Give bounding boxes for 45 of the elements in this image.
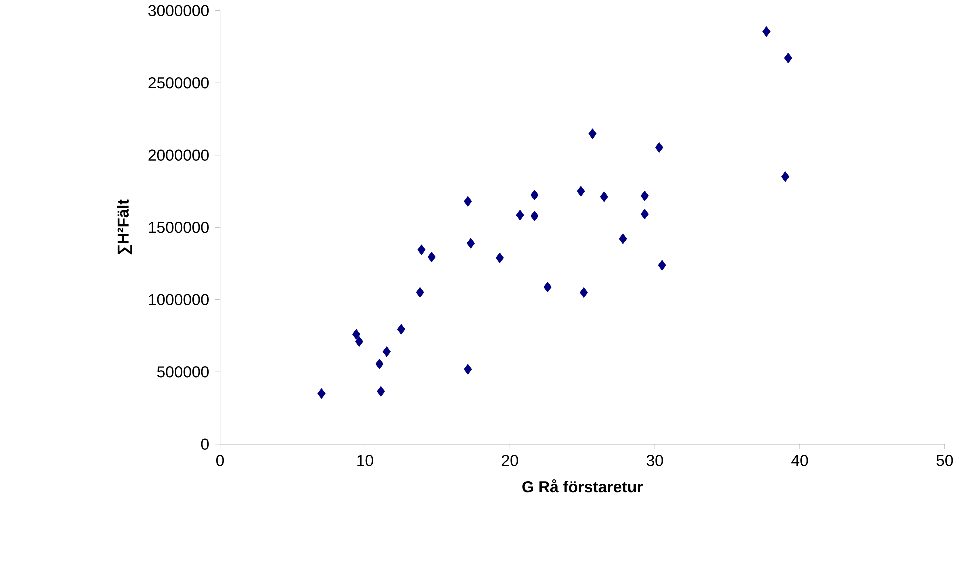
- point: [397, 324, 406, 335]
- point: [640, 208, 650, 220]
- x-tick-label: 20: [502, 454, 518, 466]
- x-tick-label: 30: [646, 454, 664, 466]
- point: [619, 234, 628, 244]
- point: [658, 260, 666, 271]
- y-tick-label: 1000000: [149, 294, 209, 306]
- point: [655, 142, 664, 153]
- point: [496, 252, 504, 264]
- point: [784, 52, 792, 64]
- point: [577, 186, 586, 197]
- x-tick-label: 10: [358, 454, 374, 466]
- point: [466, 238, 476, 249]
- point: [530, 210, 539, 222]
- y-tick-label: 0: [201, 438, 209, 450]
- point: [318, 388, 326, 400]
- point: [376, 358, 384, 370]
- y-tick-label: 2000000: [148, 150, 209, 161]
- x-tick-label: 50: [936, 454, 954, 466]
- x-axis-title: G Rå förstaretur: [522, 479, 644, 493]
- y-tick-label: 1500000: [149, 222, 209, 234]
- point: [580, 287, 588, 298]
- x-tick-label: 0: [216, 454, 224, 466]
- point: [418, 244, 426, 256]
- x-tick-label: 40: [792, 454, 808, 466]
- point: [588, 128, 597, 140]
- point: [600, 192, 608, 202]
- point: [640, 190, 650, 202]
- point: [516, 210, 524, 221]
- y-tick-label: 2500000: [148, 77, 209, 89]
- y-tick-label: 3000000: [148, 5, 209, 16]
- y-tick-label: 500000: [157, 366, 209, 378]
- point: [762, 26, 771, 38]
- point: [382, 346, 392, 358]
- point: [355, 336, 364, 348]
- point: [428, 252, 436, 263]
- point: [464, 364, 472, 375]
- point: [781, 171, 790, 182]
- point: [464, 196, 472, 207]
- point: [544, 282, 552, 293]
- y-axis-title: ∑H²Fält: [117, 200, 132, 255]
- point: [530, 190, 539, 201]
- point: [416, 287, 424, 298]
- point: [377, 386, 386, 397]
- point: [352, 329, 361, 340]
